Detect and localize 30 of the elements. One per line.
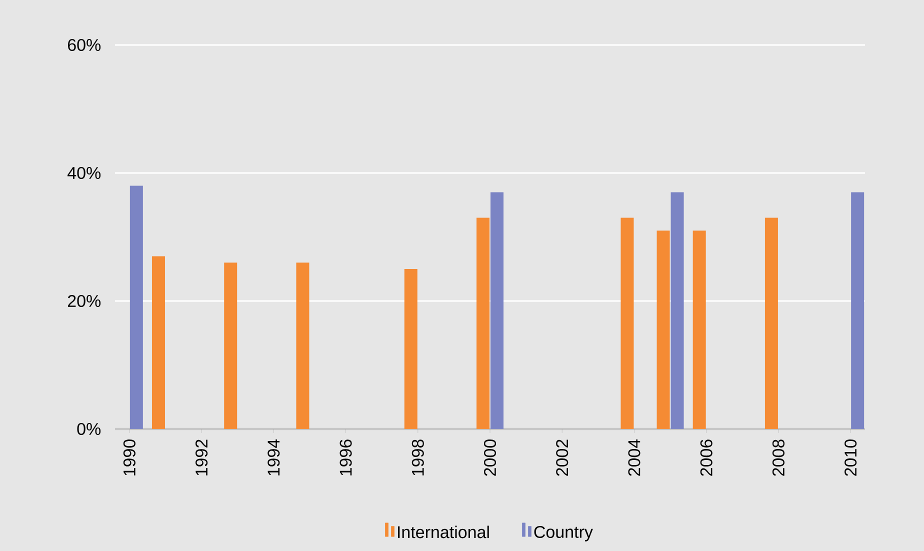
x-tick-label: 1998 — [412, 440, 424, 476]
y-tick-label: 60% — [68, 38, 101, 52]
x-tick-label: 1992 — [196, 440, 208, 476]
bar — [296, 262, 310, 429]
bar — [476, 218, 490, 429]
x-tick-label: 2006 — [700, 440, 712, 476]
legend-label: International — [398, 526, 489, 538]
y-tick-label: 40% — [68, 166, 101, 180]
bar — [764, 218, 778, 429]
bar — [130, 186, 143, 429]
x-tick-label: 1994 — [268, 439, 280, 476]
bar — [620, 218, 634, 429]
bar — [692, 230, 706, 429]
x-tick-label: 2002 — [556, 440, 568, 476]
bar — [224, 262, 238, 429]
bar — [670, 192, 684, 429]
x-tick-label: 1996 — [340, 440, 352, 476]
y-tick-label: 20% — [68, 294, 101, 308]
bar — [851, 192, 864, 429]
legend-label: Country — [534, 526, 593, 542]
x-tick-label: 2008 — [772, 440, 784, 476]
bar — [152, 256, 165, 429]
x-tick-label: 2004 — [628, 439, 640, 476]
bar — [656, 230, 670, 429]
x-tick-label: 2000 — [484, 440, 496, 476]
bar — [404, 268, 418, 429]
y-tick-label: 0% — [77, 422, 101, 436]
bar — [490, 192, 504, 429]
x-tick-label: 2010 — [844, 440, 857, 476]
x-tick-label: 1990 — [123, 440, 136, 476]
